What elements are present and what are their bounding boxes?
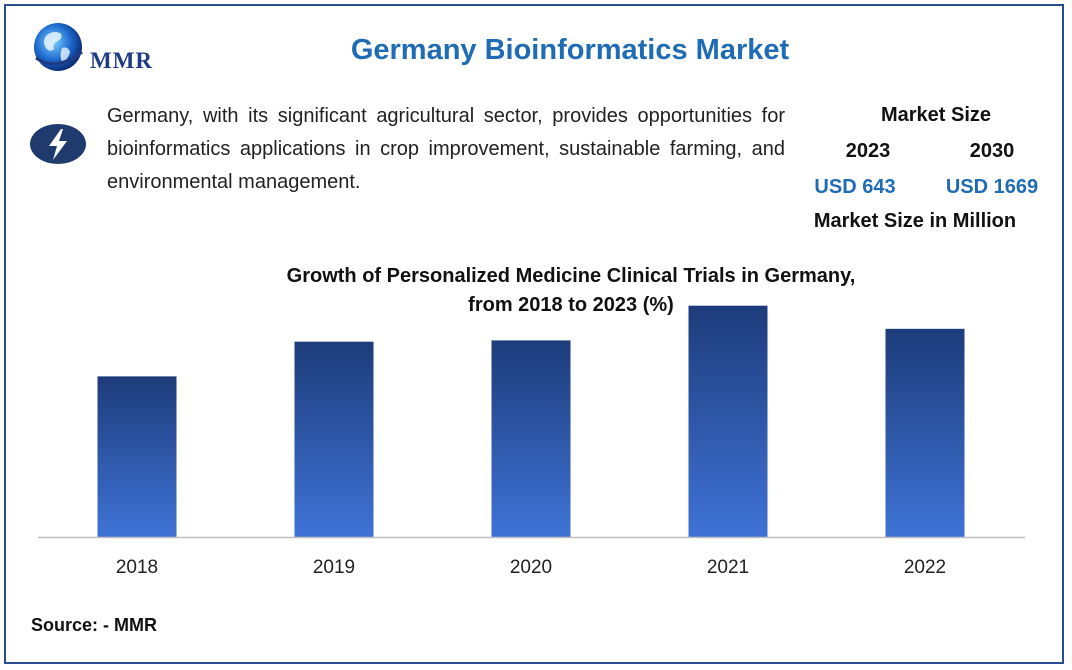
market-size-value-2030: USD 1669 [945, 176, 1039, 198]
chart-title-line-1: Growth of Personalized Medicine Clinical… [286, 265, 856, 287]
intro-text: Germany, with its significant agricultur… [107, 105, 785, 193]
mmr-logo: MMR [28, 18, 173, 80]
x-tick-label-2019: 2019 [313, 557, 355, 578]
market-size-unit-note: Market Size in Million [813, 210, 1017, 232]
x-tick-label-2022: 2022 [904, 557, 946, 578]
x-axis-tick-labels: 2018 2019 2020 2021 2022 [116, 557, 946, 578]
logo-text: MMR [90, 48, 154, 73]
page-title: Germany Bioinformatics Market [350, 34, 790, 66]
market-size-value-2023: USD 643 [814, 176, 896, 198]
market-size-title: Market Size [880, 104, 992, 126]
lightning-bolt-icon [29, 123, 87, 165]
chart-title-line-2: from 2018 to 2023 (%) [468, 294, 674, 316]
bar-2018 [97, 376, 177, 537]
x-tick-label-2020: 2020 [510, 557, 552, 578]
market-size-year-2023: 2023 [845, 140, 891, 162]
bar-series [97, 305, 965, 537]
market-size-year-2030: 2030 [969, 140, 1015, 162]
source-note: Source: - MMR [31, 615, 157, 635]
x-tick-label-2018: 2018 [116, 557, 158, 578]
bar-2019 [294, 341, 374, 537]
globe-icon [34, 23, 83, 71]
bar-2021 [688, 305, 768, 537]
x-tick-label-2021: 2021 [707, 557, 749, 578]
bar-2022 [885, 328, 965, 537]
bar-2020 [491, 340, 571, 537]
chart-title: Growth of Personalized Medicine Clinical… [240, 262, 902, 320]
